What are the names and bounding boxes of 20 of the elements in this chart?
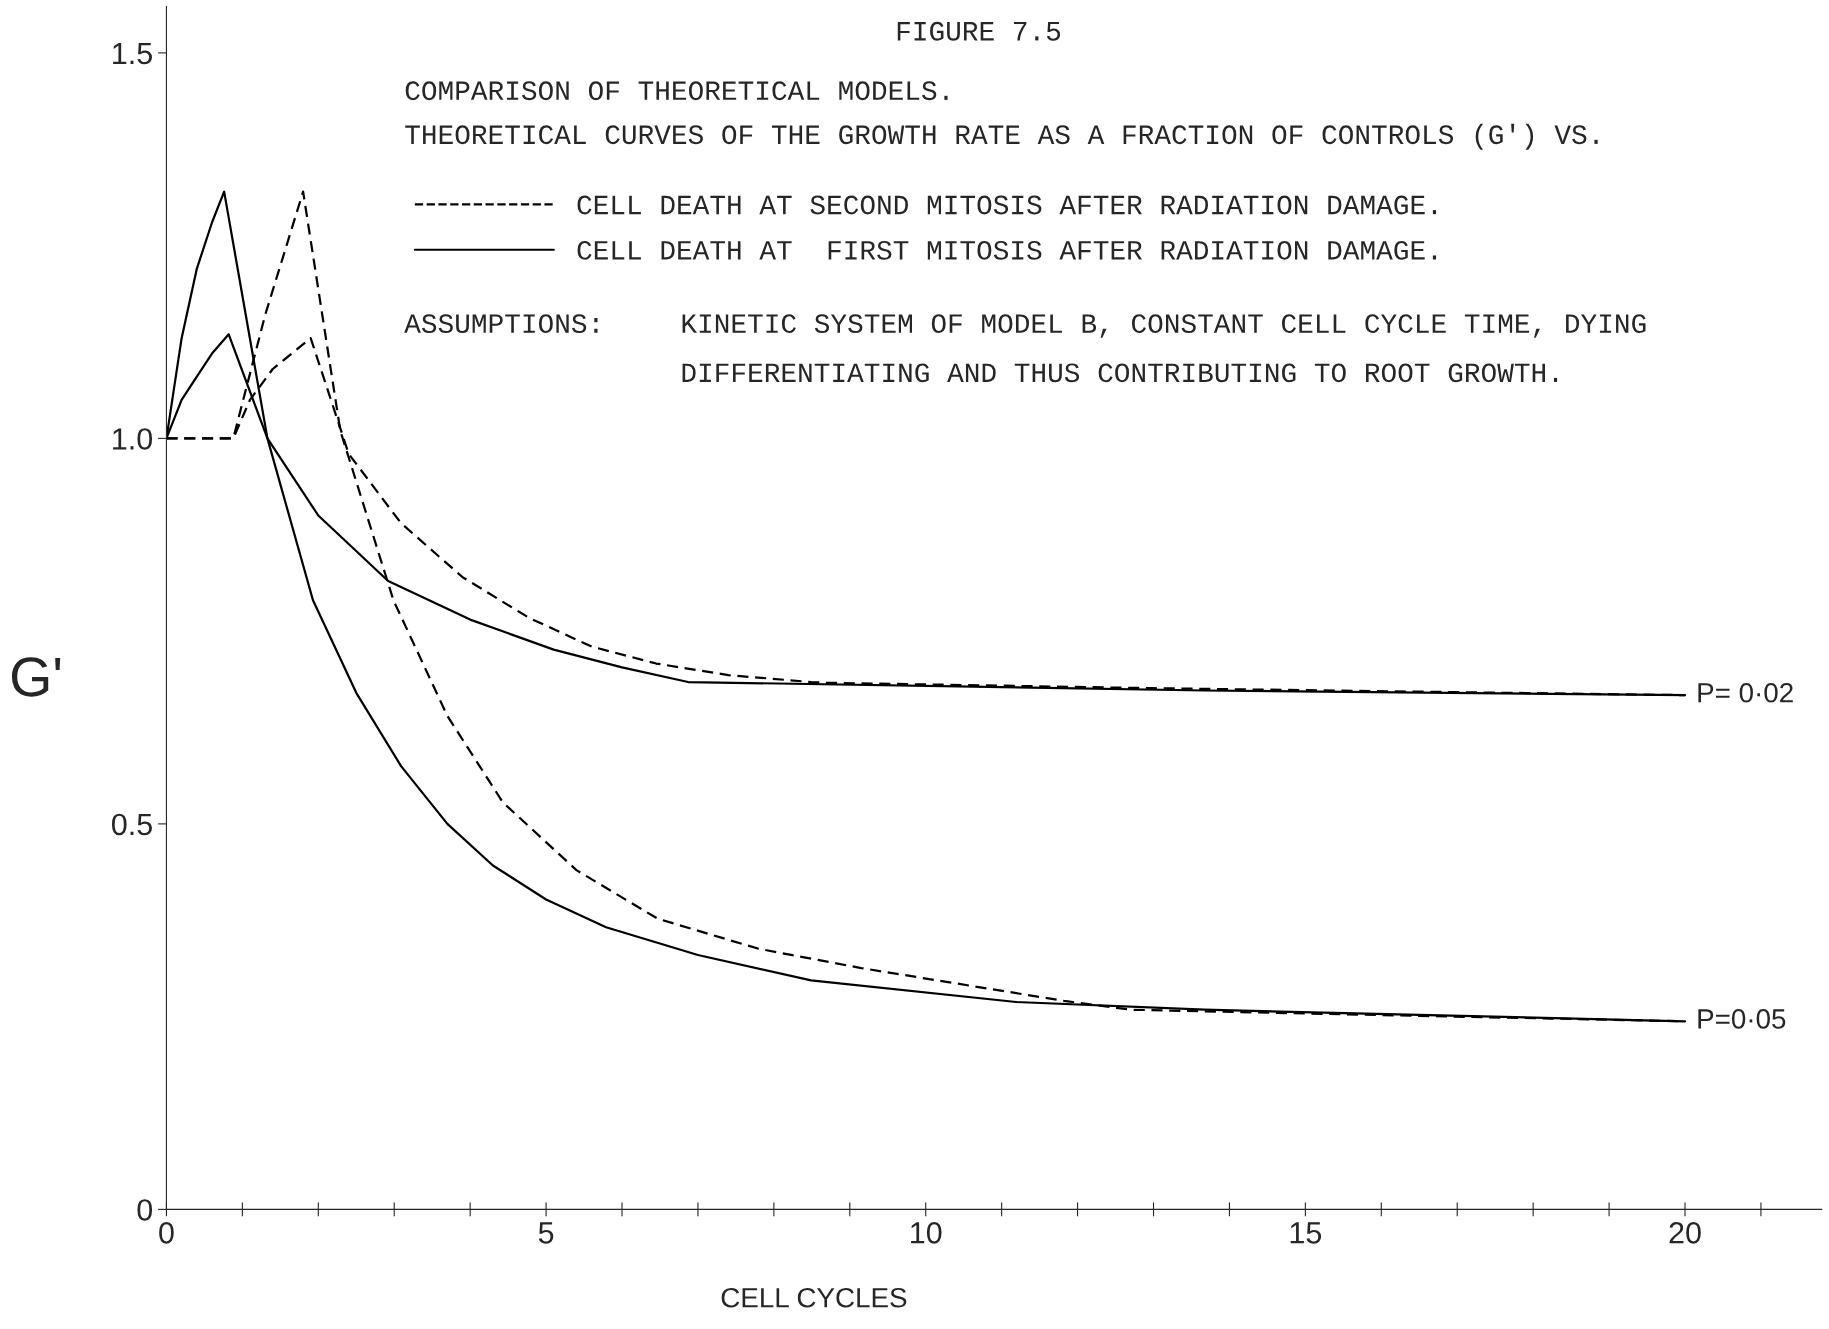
text: COMPARISON OF THEORETICAL MODELS. THEORETICAL CURVES OF THE GROWTH RATE AS A FRACTION OF CONTROLS (G') VS. xyxy=(405,81,1598,150)
annotation: DIFFERENTIATING AND THUS CONTRIBUTING TO ROOT GROWTH. xyxy=(682,363,1558,383)
annotation: P=0·05 xyxy=(1698,1009,1786,1029)
y-tick-label: 0 xyxy=(137,1199,153,1221)
y-tick-label: 1.0 xyxy=(113,428,153,450)
x-tick-label: 0 xyxy=(159,1222,174,1244)
legend-label: CELL DEATH AT SECOND MITOSIS AFTER RADIATION DAMAGE. xyxy=(577,195,1437,215)
y-tick-label: 0.5 xyxy=(111,813,152,836)
annotation: ASSUMPTIONS: xyxy=(404,314,598,334)
x-axis-title: CELL CYCLES xyxy=(721,1287,907,1308)
x-tick-label: 20 xyxy=(1669,1222,1701,1244)
legend-label: CELL DEATH AT FIRST MITOSIS AFTER RADIATION DAMAGE. xyxy=(577,240,1437,260)
x-tick-label: 10 xyxy=(911,1222,942,1244)
chart-title: FIGURE 7.5 xyxy=(897,21,1061,41)
annotation: KINETIC SYSTEM OF MODEL B, CONSTANT CELL CYCLE TIME, DYING xyxy=(682,314,1646,338)
x-tick-label: 15 xyxy=(1290,1222,1322,1244)
annotation: P= 0·02 xyxy=(1698,682,1793,703)
y-axis-title: G' xyxy=(11,657,61,697)
x-tick-label: 5 xyxy=(538,1222,554,1244)
y-tick-label: 1.5 xyxy=(113,42,152,65)
